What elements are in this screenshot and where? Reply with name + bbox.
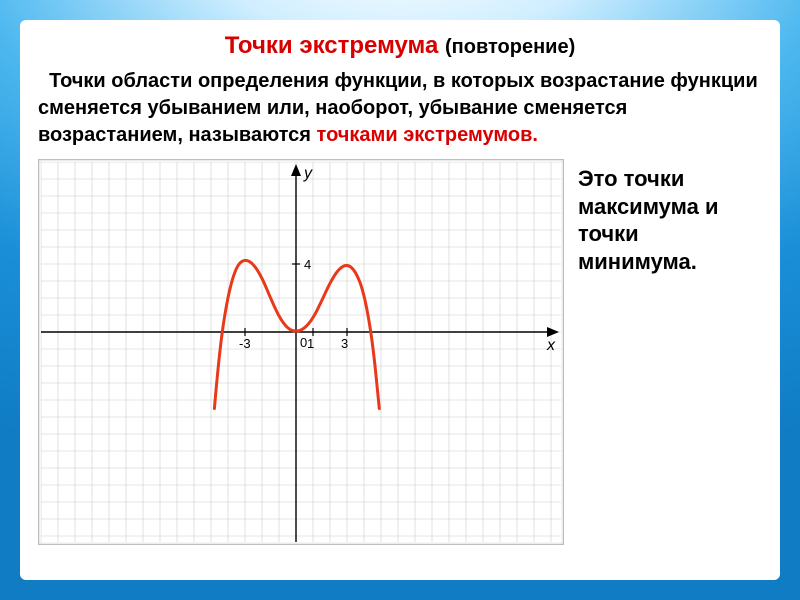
chart-container: xy0-3134	[38, 159, 564, 545]
title-main: Точки экстремума	[225, 32, 439, 59]
page-title: Точки экстремума (повторение)	[38, 32, 762, 60]
xtick-label: 1	[307, 336, 314, 351]
function-chart: xy0-3134	[41, 162, 561, 542]
side-note: Это точки максимума и точки минимума.	[578, 159, 762, 275]
xtick-label: -3	[239, 336, 251, 351]
y-axis-label: y	[303, 165, 313, 182]
para-highlight: точками экстремумов.	[317, 124, 538, 146]
ytick-label: 4	[304, 257, 311, 272]
x-axis-label: x	[546, 337, 556, 354]
xtick-label: 3	[341, 336, 348, 351]
title-sub: (повторение)	[445, 36, 575, 58]
definition-paragraph: Точки области определения функции, в кот…	[38, 68, 762, 149]
